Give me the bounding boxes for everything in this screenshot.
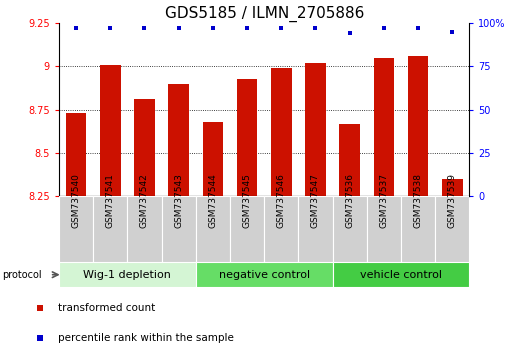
Bar xyxy=(373,58,394,196)
Bar xyxy=(230,196,264,262)
Bar xyxy=(442,179,463,196)
Bar xyxy=(203,122,223,196)
Bar xyxy=(367,196,401,262)
Bar xyxy=(196,196,230,262)
Bar xyxy=(435,196,469,262)
Text: GSM737542: GSM737542 xyxy=(140,173,149,228)
Bar xyxy=(299,196,332,262)
Text: negative control: negative control xyxy=(219,270,310,280)
Bar xyxy=(237,79,258,196)
Text: transformed count: transformed count xyxy=(58,303,155,313)
Text: GSM737540: GSM737540 xyxy=(72,173,81,228)
Text: protocol: protocol xyxy=(3,270,42,280)
Text: GSM737547: GSM737547 xyxy=(311,173,320,228)
Text: GSM737544: GSM737544 xyxy=(208,173,218,228)
Text: GSM737541: GSM737541 xyxy=(106,173,115,228)
Bar xyxy=(134,99,155,196)
Bar xyxy=(59,196,93,262)
Bar xyxy=(100,65,121,196)
Bar xyxy=(196,262,332,287)
Text: percentile rank within the sample: percentile rank within the sample xyxy=(58,333,234,343)
Bar xyxy=(305,63,326,196)
Text: GSM737546: GSM737546 xyxy=(277,173,286,228)
Bar xyxy=(66,113,86,196)
Bar xyxy=(332,262,469,287)
Bar xyxy=(162,196,196,262)
Text: GSM737536: GSM737536 xyxy=(345,173,354,228)
Text: GSM737537: GSM737537 xyxy=(380,173,388,228)
Bar xyxy=(408,56,428,196)
Text: Wig-1 depletion: Wig-1 depletion xyxy=(84,270,171,280)
Bar xyxy=(332,196,367,262)
Bar xyxy=(401,196,435,262)
Bar xyxy=(168,84,189,196)
Text: GSM737543: GSM737543 xyxy=(174,173,183,228)
Text: vehicle control: vehicle control xyxy=(360,270,442,280)
Bar xyxy=(127,196,162,262)
Bar xyxy=(59,262,196,287)
Bar xyxy=(271,68,291,196)
Text: GSM737539: GSM737539 xyxy=(448,173,457,228)
Title: GDS5185 / ILMN_2705886: GDS5185 / ILMN_2705886 xyxy=(165,5,364,22)
Text: GSM737545: GSM737545 xyxy=(243,173,251,228)
Text: GSM737538: GSM737538 xyxy=(413,173,423,228)
Bar xyxy=(264,196,299,262)
Bar xyxy=(93,196,127,262)
Bar xyxy=(340,124,360,196)
